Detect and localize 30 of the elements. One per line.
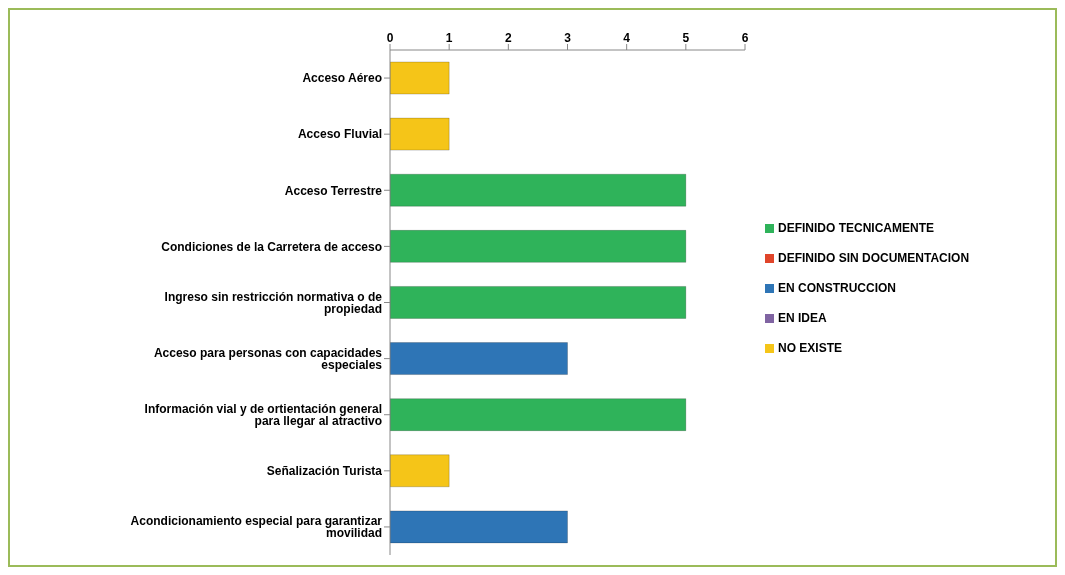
x-tick-label: 1 bbox=[445, 31, 453, 45]
legend-label: EN CONSTRUCCION bbox=[778, 280, 897, 295]
y-tick-label: Señalización Turista bbox=[266, 464, 383, 479]
bar bbox=[390, 510, 568, 544]
y-tick-label: Acceso para personas con capacidades especiales bbox=[153, 345, 383, 372]
bar bbox=[390, 229, 687, 263]
bar bbox=[390, 173, 687, 207]
y-tick-label: Acceso Terrestre bbox=[284, 183, 383, 198]
x-tick-label: 6 bbox=[741, 31, 749, 45]
y-tick-label: Acceso Aéreo bbox=[302, 71, 382, 86]
bar bbox=[390, 117, 450, 151]
y-tick-label: Acceso Fluvial bbox=[297, 127, 382, 142]
bar bbox=[390, 398, 687, 432]
y-tick-label: Acondicionamiento especial para garantizar movilidad bbox=[130, 514, 383, 541]
legend-label: DEFINIDO SIN DOCUMENTACION bbox=[778, 250, 970, 265]
legend-label: EN IDEA bbox=[778, 310, 827, 325]
x-tick-label: 5 bbox=[682, 31, 690, 45]
y-tick-label: Ingreso sin restricción normativa o de propiedad bbox=[164, 289, 383, 316]
y-tick-label: Información vial y de ortientación general para llegar al atractivo bbox=[144, 401, 382, 428]
x-tick-label: 4 bbox=[623, 31, 631, 45]
bar bbox=[390, 285, 687, 319]
bar bbox=[390, 61, 450, 95]
x-tick-label: 0 bbox=[386, 31, 394, 45]
x-tick-label: 2 bbox=[504, 31, 512, 45]
legend-label: DEFINIDO TECNICAMENTE bbox=[778, 220, 934, 235]
y-tick-label: Condiciones de la Carretera de acceso bbox=[161, 239, 382, 254]
x-tick-label: 3 bbox=[564, 31, 572, 45]
bar bbox=[390, 454, 450, 488]
legend-label: NO EXISTE bbox=[778, 340, 843, 355]
bar bbox=[390, 342, 568, 376]
